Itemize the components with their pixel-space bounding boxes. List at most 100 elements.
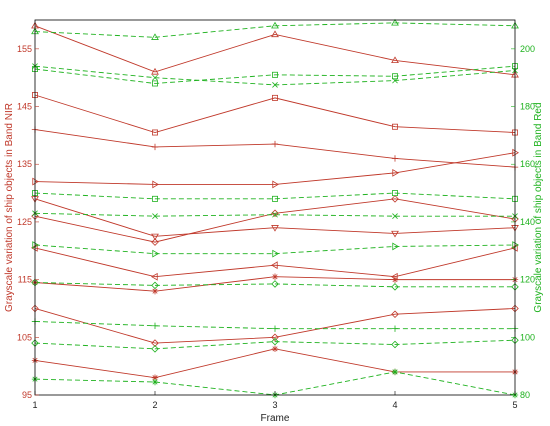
data-point-triangle-right [392, 168, 399, 177]
series-line-red [34, 22, 516, 38]
data-point-square [272, 94, 278, 101]
data-point-square [152, 195, 158, 202]
data-point-plus [391, 155, 399, 162]
series-line-nir [34, 25, 516, 76]
data-point-triangle-right [512, 148, 519, 157]
data-point-asterisk [391, 276, 399, 283]
y-right-tick-label: 160 [520, 159, 535, 169]
data-point-triangle-right [392, 242, 399, 251]
data-point-triangle-right [272, 180, 279, 189]
data-point-triangle-down [391, 230, 399, 238]
data-point-triangle-right [32, 177, 39, 186]
x-tick-label: 2 [152, 400, 157, 410]
data-point-triangle-left [31, 243, 38, 252]
data-point-triangle-right [32, 241, 39, 249]
y-axis-right-label: Grayscale variation of ship objects in B… [533, 102, 544, 312]
data-point-square [152, 80, 158, 87]
series-line-nir [34, 247, 516, 278]
tick-layer: 1 2 3 4 5 95 105 115 125 135 145 155 80 100 120 140 160 1… [17, 44, 535, 410]
data-point-x [392, 77, 398, 84]
data-point-triangle-up [271, 30, 279, 38]
data-point-diamond [391, 310, 399, 318]
data-point-asterisk [151, 374, 159, 381]
data-point-square [392, 190, 398, 197]
data-point-triangle-right [272, 249, 279, 258]
data-point-triangle-left [511, 243, 518, 252]
series-layer [34, 22, 516, 396]
data-point-x [152, 74, 158, 81]
data-point-triangle-right [512, 241, 519, 249]
series-line-red [34, 192, 516, 200]
series-line-red [34, 65, 516, 86]
y-right-tick-label: 140 [520, 217, 535, 227]
data-point-triangle-left [271, 261, 278, 270]
data-point-asterisk [151, 287, 159, 295]
data-point-triangle-up [271, 21, 279, 29]
y-right-tick-label: 200 [520, 44, 535, 54]
data-point-asterisk [391, 368, 399, 376]
series-line-red [34, 282, 515, 288]
data-point-triangle-up [391, 56, 399, 64]
series-line-red [34, 244, 516, 255]
data-point-triangle-up [151, 67, 159, 75]
data-point-diamond [151, 238, 159, 246]
data-point-x [152, 213, 158, 219]
y-right-tick-label: 180 [520, 102, 535, 112]
series-line-nir [34, 129, 516, 168]
y-left-tick-label: 125 [17, 217, 32, 227]
y-right-tick-label: 120 [520, 275, 535, 285]
data-point-triangle-up [151, 33, 159, 40]
data-point-diamond [271, 333, 279, 342]
data-point-square [152, 129, 158, 136]
series-line-nir [34, 308, 516, 344]
y-right-tick-label: 100 [520, 332, 535, 342]
data-point-diamond [271, 337, 279, 346]
y-left-tick-label: 115 [18, 275, 32, 285]
data-point-triangle-down [271, 225, 279, 232]
y-right-tick-label: 80 [520, 390, 530, 400]
data-point-diamond [391, 340, 399, 349]
series-line-nir [34, 94, 516, 133]
x-axis-label: Frame [261, 413, 290, 424]
y-left-tick-label: 105 [17, 332, 32, 342]
data-point-plus [271, 325, 279, 332]
series-line-nir [34, 198, 516, 237]
data-point-triangle-right [152, 249, 159, 258]
data-point-diamond [151, 339, 159, 347]
data-point-diamond [151, 281, 159, 290]
data-point-x [272, 82, 278, 88]
data-point-asterisk [271, 345, 279, 353]
series-line-nir [34, 198, 516, 243]
data-point-plus [151, 143, 159, 151]
data-point-triangle-down [151, 233, 159, 241]
data-point-triangle-up [391, 18, 399, 26]
y-left-tick-label: 145 [17, 102, 32, 112]
data-point-plus [271, 140, 279, 148]
y-axis-left-label: Grayscale variation of ship objects in B… [4, 103, 15, 312]
y-left-tick-label: 95 [22, 390, 32, 400]
data-point-diamond [271, 280, 279, 288]
data-point-diamond [151, 345, 159, 353]
data-point-square [392, 73, 398, 80]
data-point-diamond [391, 283, 399, 291]
data-point-asterisk [271, 273, 279, 280]
data-point-triangle-left [391, 272, 398, 281]
y-left-tick-label: 135 [17, 159, 32, 169]
data-point-square [392, 123, 398, 130]
x-tick-label: 3 [272, 400, 277, 410]
data-point-plus [151, 322, 159, 329]
data-point-triangle-left [151, 272, 158, 281]
data-point-square [272, 71, 278, 78]
data-point-square [272, 195, 278, 202]
x-tick-label: 1 [32, 400, 37, 410]
data-point-x [392, 213, 398, 219]
data-point-asterisk [151, 378, 159, 386]
series-line-nir [34, 152, 516, 185]
x-tick-label: 5 [512, 400, 517, 410]
series-line-nir [34, 348, 515, 379]
x-tick-label: 4 [392, 400, 397, 410]
data-point-x [272, 211, 278, 218]
y-left-tick-label: 155 [17, 44, 32, 54]
